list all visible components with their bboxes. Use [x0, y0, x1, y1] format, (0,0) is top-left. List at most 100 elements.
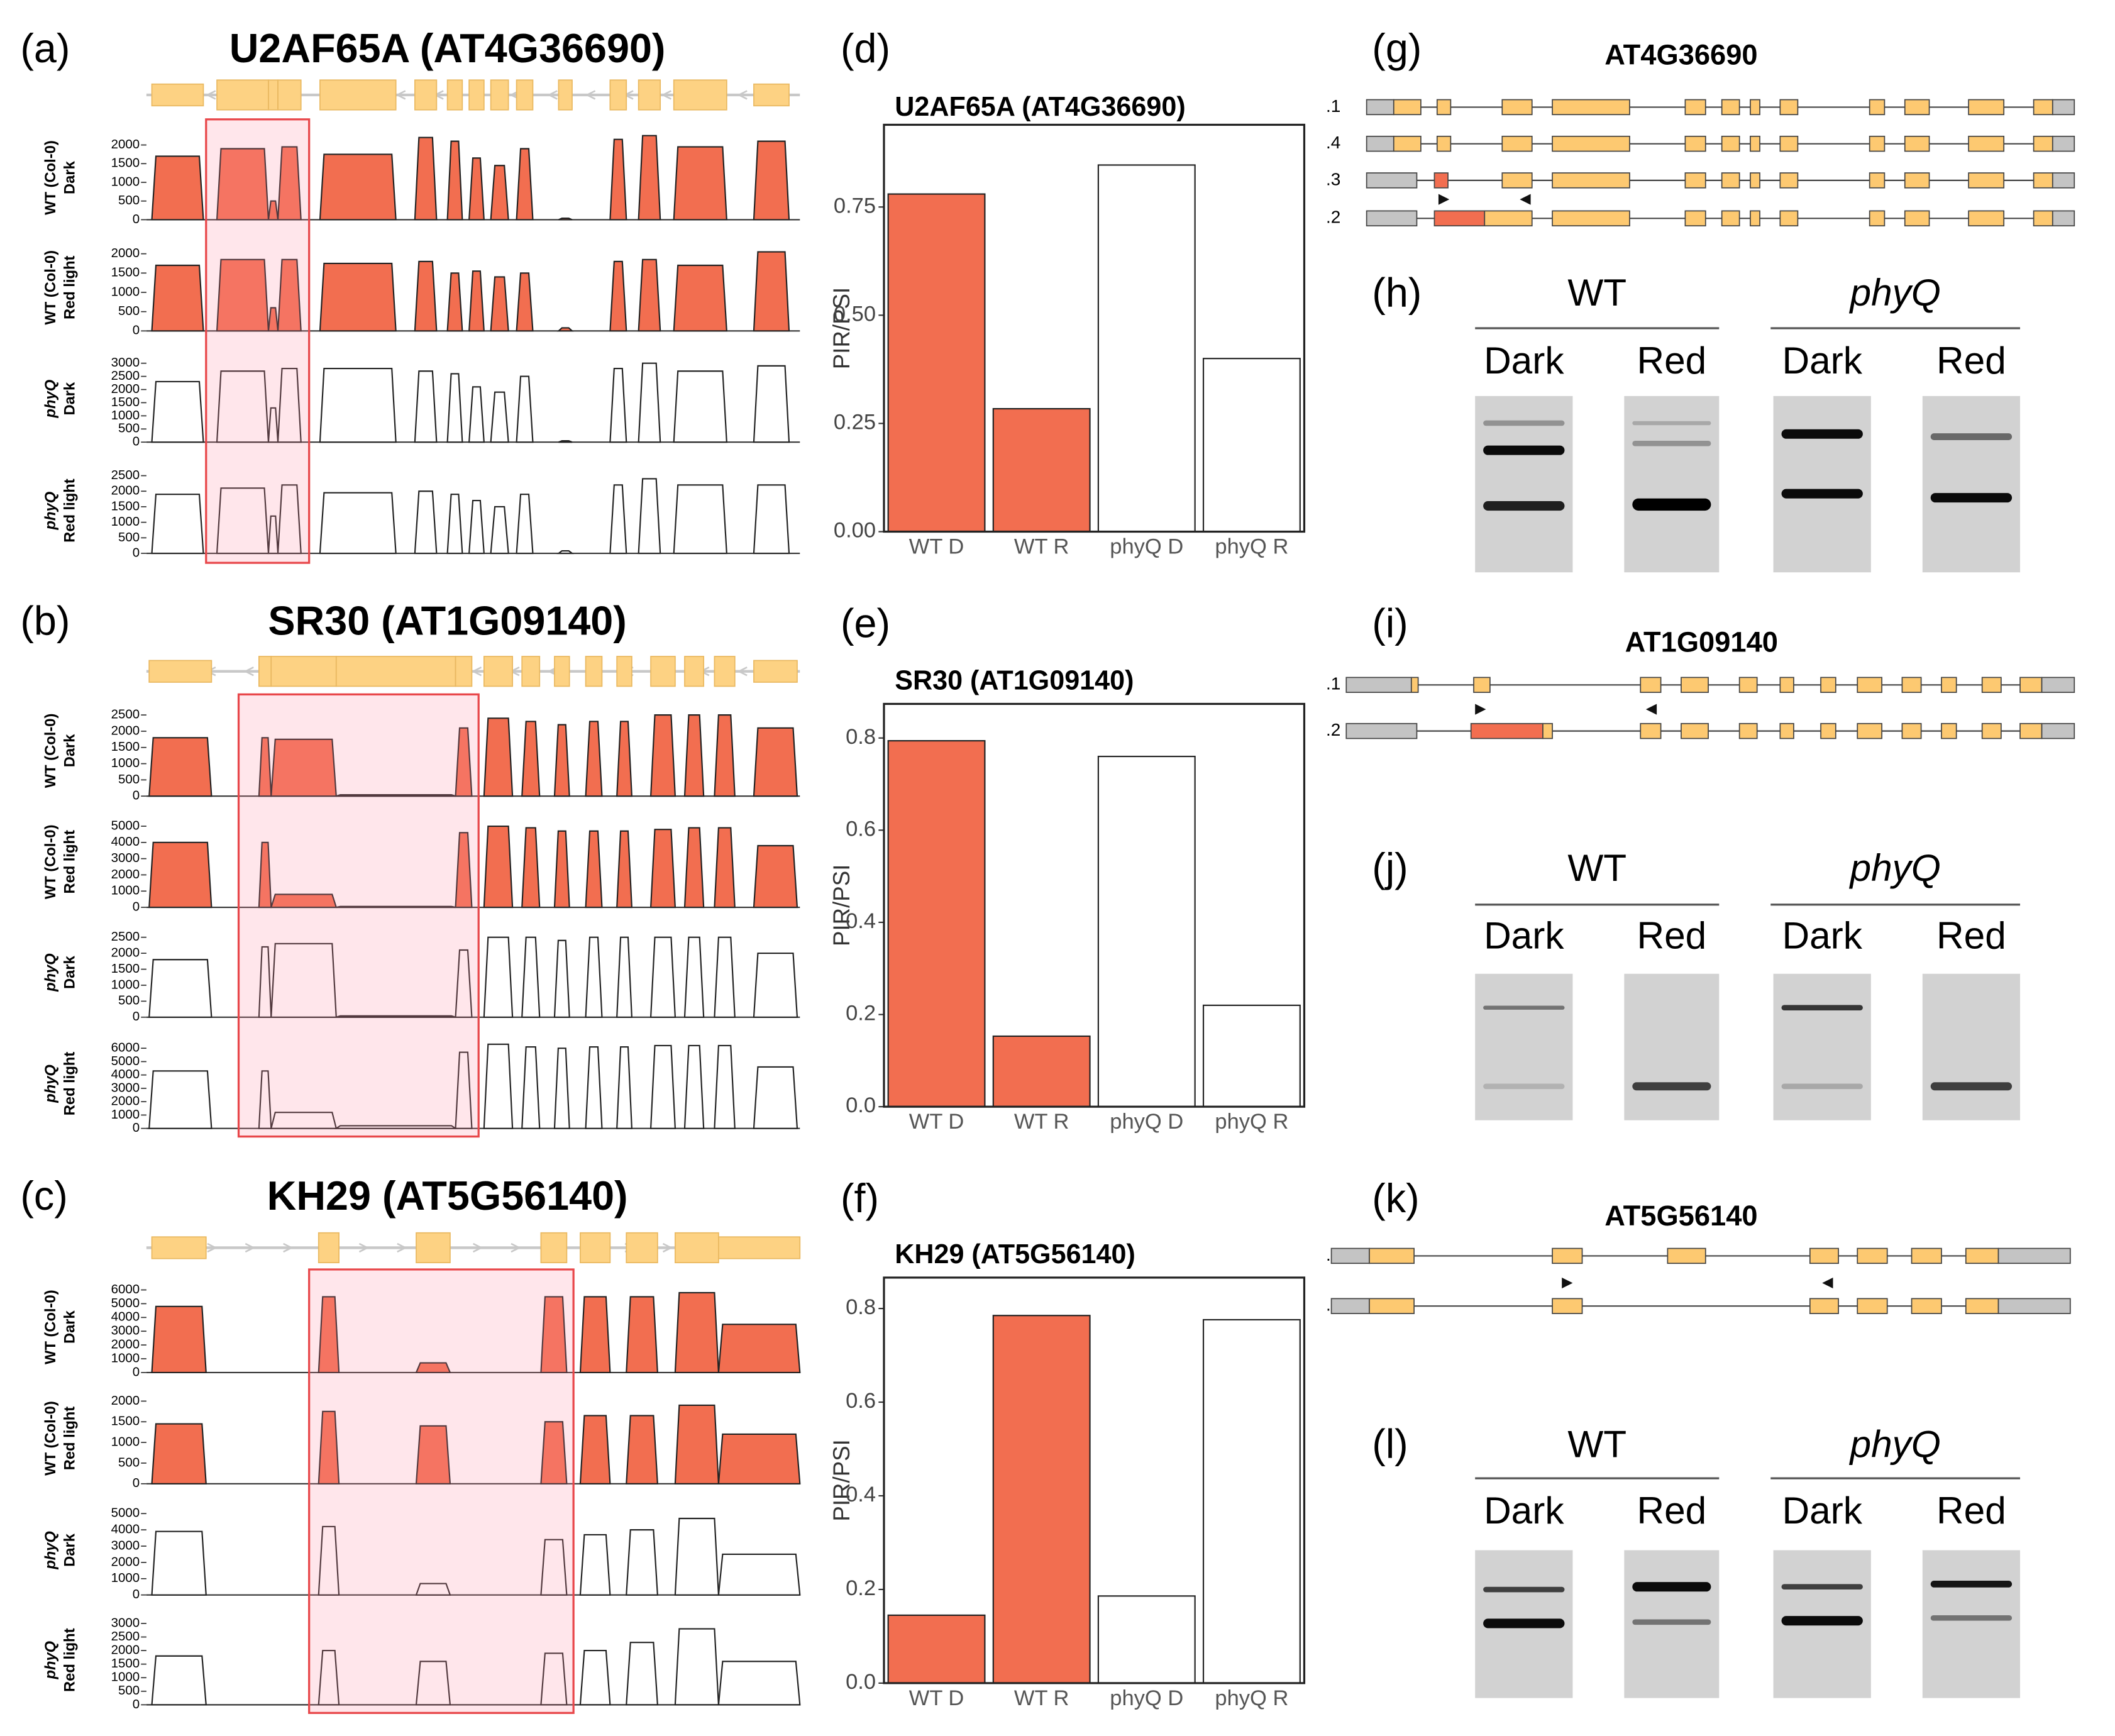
track-tick-label: 1000 [111, 1107, 140, 1122]
coverage-block [540, 1539, 568, 1596]
exon [1684, 135, 1706, 152]
bar [887, 740, 986, 1108]
gel-band [1781, 1584, 1863, 1590]
exon [1901, 677, 1922, 694]
track-tick-label: 5000 [111, 1506, 140, 1520]
primer-arrow [1520, 194, 1531, 205]
track-tick-label: 1000 [111, 756, 140, 770]
coverage-block [540, 1296, 568, 1373]
track-label: Red light [62, 1407, 78, 1471]
track-label: phyQ [43, 1640, 59, 1679]
exon [1366, 135, 1394, 152]
panel-letter: (a) [20, 25, 70, 71]
exon [1857, 1247, 1888, 1264]
group-label: phyQ [1849, 271, 1941, 314]
gel-band [1632, 441, 1711, 446]
exon [1436, 135, 1452, 152]
lane-label: Red [1936, 1489, 2006, 1532]
gene-exon [270, 656, 337, 687]
track-tick-label: 1500 [111, 395, 140, 409]
group-label: phyQ [1849, 1422, 1941, 1465]
gene-exon [414, 79, 438, 111]
gene-exon [516, 79, 534, 111]
track-tick-label: 2000 [111, 1643, 140, 1657]
coverage-block [521, 1046, 541, 1129]
gene-exon [753, 660, 798, 683]
coverage-block [319, 153, 397, 221]
gel-band [1781, 1083, 1863, 1090]
gel-band [1483, 501, 1565, 511]
gel-lane [1624, 973, 1720, 1120]
exon [1820, 722, 1836, 739]
exon [1965, 1247, 1999, 1264]
coverage-block [267, 407, 279, 443]
exon [1684, 210, 1706, 227]
exon [1968, 135, 2005, 152]
coverage-block [609, 367, 627, 443]
gene-exon [268, 79, 279, 111]
coverage-block [151, 1305, 207, 1373]
exon [1857, 1298, 1888, 1314]
coverage-block [753, 953, 798, 1018]
exon [1681, 722, 1709, 739]
x-tick-label: phyQ R [1215, 1686, 1288, 1710]
x-tick-label: phyQ R [1215, 1110, 1288, 1134]
coverage-block [336, 794, 456, 797]
y-tick-label: 0.25 [834, 411, 876, 434]
gene-exon [483, 656, 513, 687]
bar [1097, 1595, 1196, 1684]
coverage-block [318, 1525, 340, 1596]
isoform-label: .3 [1326, 169, 1340, 189]
lane-label: Red [1637, 914, 1706, 957]
gene-exon [468, 79, 485, 111]
exon [1857, 677, 1882, 694]
coverage-block [673, 484, 727, 555]
gel-lane [1475, 973, 1573, 1120]
exon [1721, 135, 1740, 152]
primer-arrow [1475, 704, 1486, 715]
transcript-title: AT5G56140 [1604, 1200, 1757, 1232]
gene-exon [718, 1236, 801, 1259]
coverage-block [683, 714, 705, 797]
plot-frame [883, 702, 1306, 1108]
exon [1779, 210, 1799, 227]
gene-exon [151, 1236, 207, 1259]
gel-band [1483, 1618, 1565, 1628]
coverage-block [455, 1051, 473, 1129]
track-tick-label: 0 [133, 1587, 140, 1601]
track-tick-label: 4000 [111, 834, 140, 849]
coverage-block [151, 1530, 207, 1596]
gene-exon [609, 79, 627, 111]
coverage-block [673, 146, 727, 221]
track-tick-label: 1000 [111, 408, 140, 423]
coverage-block [753, 251, 790, 332]
coverage-block [714, 827, 736, 909]
exon [2041, 722, 2075, 739]
track-tick-label: 500 [118, 1455, 140, 1469]
track-tick-label: 0 [133, 212, 140, 226]
lane-label: Red [1936, 914, 2006, 957]
gel-lane [1475, 395, 1573, 573]
coverage-block [717, 1433, 801, 1484]
bar [1097, 755, 1196, 1108]
coverage-block [414, 370, 438, 443]
coverage-block [714, 1044, 736, 1129]
track-tick-label: 2000 [111, 723, 140, 738]
coverage-block [553, 1048, 570, 1129]
group-label: phyQ [1849, 846, 1941, 889]
gel-band [1930, 1615, 2013, 1621]
exon [2051, 99, 2075, 116]
coverage-block [553, 830, 570, 909]
transcript-title: AT4G36690 [1604, 39, 1757, 71]
exon [1904, 172, 1930, 189]
coverage-block [415, 1425, 451, 1484]
coverage-block [455, 832, 473, 909]
y-tick-label: 0.0 [846, 1670, 876, 1694]
exon [1997, 1298, 2071, 1314]
coverage-block [674, 1291, 720, 1373]
gel-band [1632, 1619, 1711, 1625]
coverage-block [638, 135, 661, 221]
gel-band [1483, 445, 1565, 455]
y-tick-label: 0.8 [846, 1295, 876, 1319]
